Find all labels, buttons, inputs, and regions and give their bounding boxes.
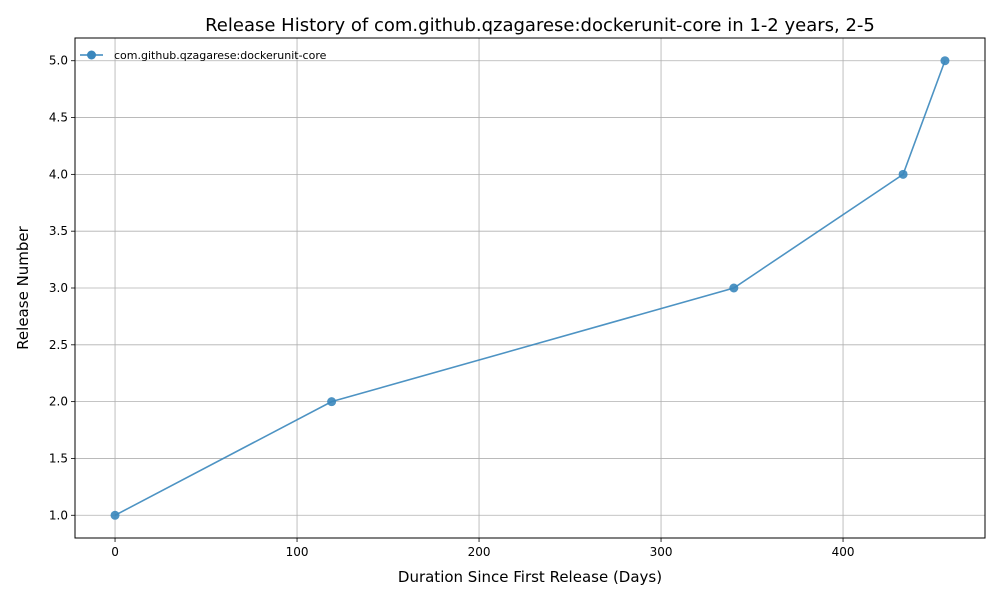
x-tick-label: 300 bbox=[650, 545, 673, 559]
y-tick-label: 3.5 bbox=[49, 224, 68, 238]
series-layer bbox=[110, 56, 950, 520]
x-tick-label: 0 bbox=[111, 545, 119, 559]
y-tick-label: 2.0 bbox=[49, 395, 68, 409]
y-tick-label: 1.0 bbox=[49, 508, 68, 522]
x-tick-label: 400 bbox=[832, 545, 855, 559]
data-point bbox=[110, 510, 120, 520]
x-axis-ticks: 0 100 200 300 400 bbox=[111, 538, 854, 559]
data-point bbox=[327, 397, 337, 407]
y-axis-title: Release Number bbox=[14, 225, 32, 349]
legend-label: com.github.qzagarese:dockerunit-core bbox=[114, 49, 327, 62]
grid-lines bbox=[75, 38, 985, 538]
y-tick-label: 2.5 bbox=[49, 338, 68, 352]
x-tick-label: 200 bbox=[468, 545, 491, 559]
y-axis-ticks: 1.0 1.5 2.0 2.5 3.0 3.5 4.0 4.5 5.0 bbox=[49, 54, 75, 522]
y-tick-label: 3.0 bbox=[49, 281, 68, 295]
legend: com.github.qzagarese:dockerunit-core bbox=[80, 49, 327, 62]
y-tick-label: 4.0 bbox=[49, 167, 68, 181]
y-tick-label: 5.0 bbox=[49, 54, 68, 68]
data-point bbox=[898, 169, 908, 179]
chart-title: Release History of com.github.qzagarese:… bbox=[205, 15, 875, 36]
x-tick-label: 100 bbox=[286, 545, 309, 559]
y-tick-label: 4.5 bbox=[49, 111, 68, 125]
data-point bbox=[940, 56, 950, 66]
data-point bbox=[729, 283, 739, 293]
legend-marker bbox=[87, 50, 96, 60]
x-axis-title: Duration Since First Release (Days) bbox=[398, 568, 662, 586]
y-tick-label: 1.5 bbox=[49, 451, 68, 465]
